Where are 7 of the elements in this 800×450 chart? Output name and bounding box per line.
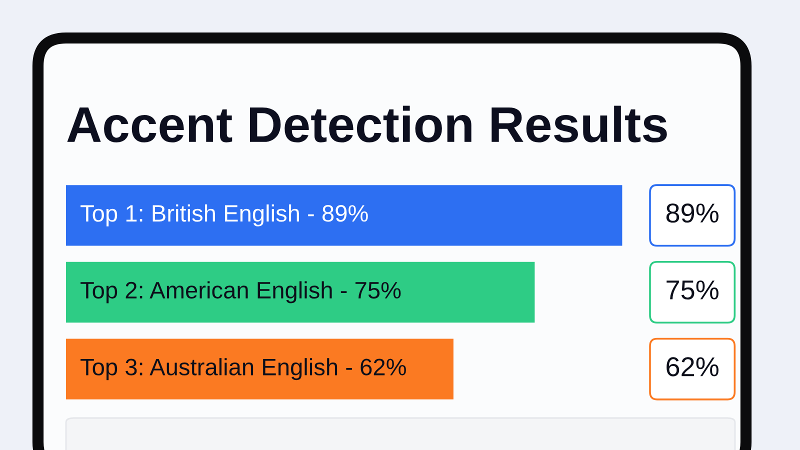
data-label: 75% [666, 280, 718, 300]
y-tick-label: Top 3: Australian English - 62% [80, 358, 406, 380]
y-tick-label: Top 2: American English - 75% [80, 281, 401, 304]
data-label: 89% [666, 204, 718, 223]
chart-title: Accent Detection Results [67, 106, 667, 142]
data-label: 62% [666, 357, 718, 376]
y-tick-label: Top 1: British English - 89% [80, 204, 368, 226]
